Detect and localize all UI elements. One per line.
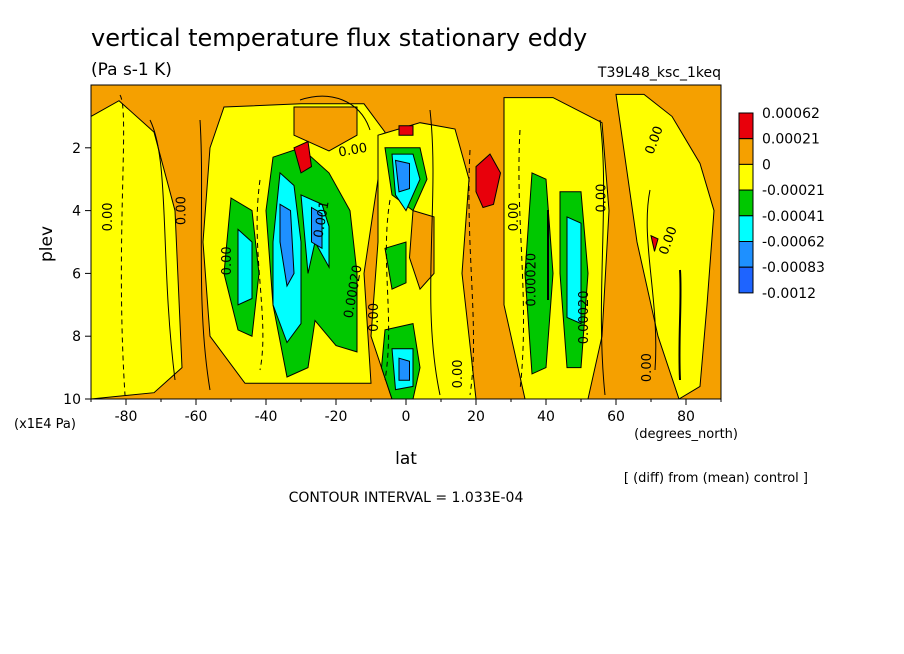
contour-line — [299, 95, 371, 131]
plot-area: 0.00 0.00 0.00 0.00 0.00 0.00 0.00 0.00 0.00 0.00… — [90, 84, 722, 400]
contour-region — [398, 125, 414, 136]
contour-region — [279, 203, 295, 288]
contour-label: 0.001 — [311, 200, 332, 239]
contour-region — [566, 216, 582, 325]
contour-label: 0.00 — [451, 359, 466, 388]
contour-region — [615, 93, 715, 399]
run-label: T39L48_ksc_1keq — [597, 65, 721, 81]
colorbar-swatch — [738, 266, 754, 294]
contour-line — [256, 179, 264, 371]
contour-label: 0.00020 — [577, 290, 592, 344]
contour-label: 0.00 — [175, 196, 190, 225]
y-tick-label: 10 — [63, 392, 81, 408]
colorbar-label: 0.00021 — [762, 132, 820, 148]
contour-line — [678, 269, 682, 381]
contour-region — [293, 106, 358, 152]
contour-region — [408, 209, 435, 291]
contour-region — [398, 357, 410, 381]
contour-line — [119, 94, 126, 396]
y-tick-label: 4 — [72, 204, 81, 220]
x-axis: -80 -60 -40 -20 0 20 40 60 80 — [90, 399, 722, 425]
y-tick-label: 8 — [72, 329, 81, 345]
x-tick-label: -20 — [325, 409, 348, 425]
contour-label: 0.00 — [640, 353, 655, 382]
colorbar-label: -0.00083 — [762, 260, 825, 276]
contour-line — [646, 189, 657, 371]
colorbar-swatch — [738, 163, 754, 191]
chart-units: (Pa s-1 K) — [91, 60, 172, 80]
contour-line — [468, 149, 475, 396]
footnote-diff: [ (diff) from (mean) control ] — [624, 471, 808, 486]
y-tick-label: 2 — [72, 141, 81, 157]
contour-label: 0.00020 — [525, 253, 540, 307]
x-tick-label: 40 — [537, 409, 555, 425]
contour-label: 0.00 — [507, 202, 522, 231]
y-axis-units: (x1E4 Pa) — [14, 417, 76, 432]
contour-line — [149, 119, 176, 381]
contour-region — [394, 159, 410, 193]
colorbar-swatch — [738, 138, 754, 165]
colorbar-label: -0.00041 — [762, 209, 825, 225]
contour-region — [237, 228, 253, 306]
colorbar-label: -0.00021 — [762, 183, 825, 199]
colorbar-swatch — [738, 241, 754, 268]
colorbar-swatch — [738, 189, 754, 217]
contour-label: 0.00 — [101, 202, 116, 231]
colorbar-label: -0.0012 — [762, 286, 816, 302]
colorbar-label: -0.00062 — [762, 235, 825, 251]
contour-line — [199, 119, 211, 391]
colorbar-label: 0 — [762, 157, 771, 173]
contour-line — [599, 119, 606, 396]
x-tick-label: 80 — [677, 409, 695, 425]
contour-region — [650, 234, 659, 252]
contour-region — [475, 153, 502, 209]
contour-label: 0.00 — [367, 303, 382, 332]
contour-region — [311, 206, 323, 250]
x-tick-label: -80 — [115, 409, 138, 425]
colorbar-swatch — [738, 215, 754, 243]
colorbar: 0.00062 0.00021 0 -0.00021 -0.00041 -0.00062 -… — [738, 106, 825, 302]
contour-region — [524, 172, 554, 375]
contour-label: 0.00 — [220, 246, 235, 275]
contour-line — [518, 129, 524, 391]
contour-line — [384, 199, 391, 381]
contour-region — [91, 100, 183, 399]
y-tick-label: 6 — [72, 266, 81, 282]
x-axis-units: (degrees_north) — [634, 427, 738, 442]
contour-label: 0.00 — [595, 184, 610, 213]
x-axis-label: lat — [395, 449, 417, 469]
x-tick-label: 0 — [402, 409, 411, 425]
colorbar-label: 0.00062 — [762, 106, 820, 122]
y-axis: 2 4 6 8 10 — [63, 141, 91, 408]
contour-label: 0.00 — [337, 141, 368, 161]
colorbar-swatch — [738, 112, 754, 140]
x-tick-label: 60 — [607, 409, 625, 425]
x-tick-label: 20 — [467, 409, 485, 425]
x-tick-label: -40 — [255, 409, 278, 425]
contour-interval: CONTOUR INTERVAL = 1.033E-04 — [289, 490, 524, 506]
x-tick-label: -60 — [185, 409, 208, 425]
contour-region — [384, 241, 407, 290]
y-axis-label: plev — [37, 226, 57, 262]
contour-region — [293, 140, 313, 174]
contour-line — [429, 109, 441, 396]
chart-title: vertical temperature flux stationary edd… — [91, 24, 587, 52]
